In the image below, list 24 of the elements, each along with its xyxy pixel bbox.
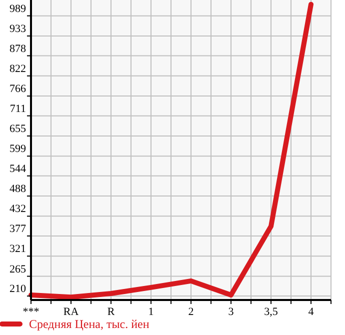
x-tick-label: *** (22, 306, 40, 318)
y-tick-label: 655 (10, 122, 26, 135)
y-tick-label: 432 (10, 203, 26, 216)
y-tick-label: 544 (10, 162, 26, 175)
y-tick-label: 989 (10, 2, 26, 15)
x-tick-label: 3,5 (264, 306, 278, 318)
x-tick-label: 3 (228, 306, 234, 318)
y-tick-label: 878 (10, 42, 26, 55)
legend-label: Средняя Цена, тыс. йен (29, 317, 150, 331)
y-tick-label: 210 (10, 283, 26, 296)
x-tick-label: 1 (148, 306, 154, 318)
y-tick-label: 766 (10, 83, 26, 96)
x-tick-label: R (107, 306, 116, 318)
y-tick-label: 599 (10, 143, 26, 156)
y-tick-label: 377 (10, 222, 26, 235)
y-tick-label: 822 (10, 62, 26, 75)
y-tick-label: 265 (10, 263, 26, 276)
y-tick-label: 321 (10, 243, 26, 256)
y-tick-label: 933 (10, 22, 26, 35)
x-tick-label: 4 (308, 306, 314, 318)
x-tick-label: RA (63, 306, 79, 318)
x-tick-label: 2 (188, 306, 194, 318)
y-tick-label: 711 (10, 102, 26, 115)
y-tick-label: 488 (10, 183, 26, 196)
